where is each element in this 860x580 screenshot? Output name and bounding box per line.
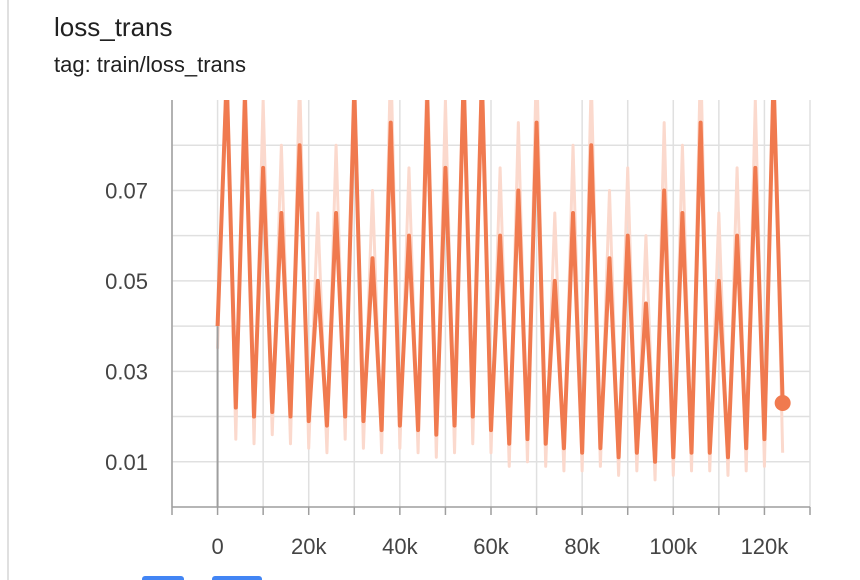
plot-area bbox=[215, 100, 785, 507]
y-tick-label: 0.03 bbox=[105, 359, 148, 384]
toolbar-button[interactable] bbox=[212, 576, 262, 580]
toolbar-button[interactable] bbox=[142, 576, 184, 580]
y-tick-label: 0.01 bbox=[105, 450, 148, 475]
chart-subtitle: tag: train/loss_trans bbox=[54, 52, 246, 77]
x-tick-label: 80k bbox=[564, 534, 600, 559]
y-tick-label: 0.05 bbox=[105, 269, 148, 294]
x-tick-label: 20k bbox=[291, 534, 327, 559]
chart-title: loss_trans bbox=[54, 12, 173, 42]
y-tick-label: 0.07 bbox=[105, 178, 148, 203]
axes: 0 20k 40k 60k 80k 100k 120k 0.01 0.03 0.05 0.07 bbox=[105, 100, 811, 559]
x-tick-label: 100k bbox=[649, 534, 698, 559]
x-tick-label: 120k bbox=[741, 534, 790, 559]
last-point bbox=[774, 394, 791, 411]
x-tick-label: 40k bbox=[382, 534, 418, 559]
x-tick-label: 0 bbox=[211, 534, 223, 559]
line bbox=[215, 100, 785, 464]
x-tick-label: 60k bbox=[473, 534, 509, 559]
